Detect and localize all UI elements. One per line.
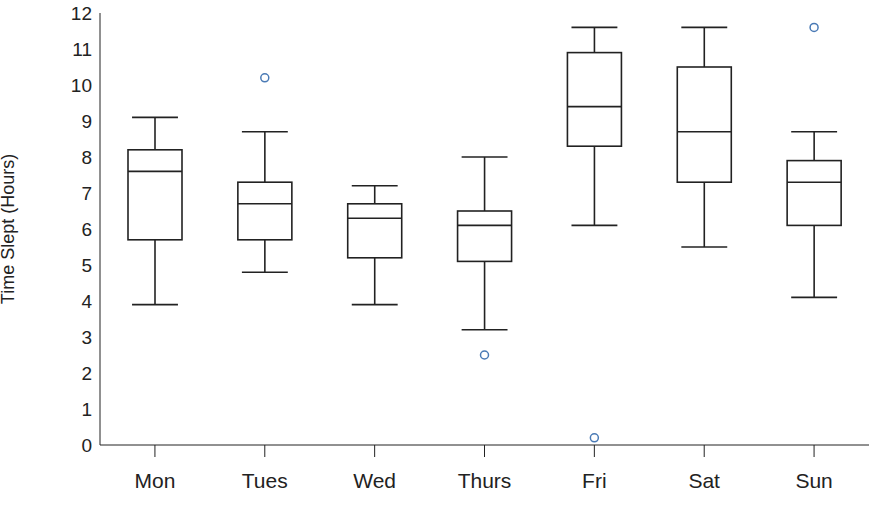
svg-text:9: 9	[81, 111, 92, 132]
svg-text:2: 2	[81, 363, 92, 384]
svg-text:10: 10	[71, 75, 92, 96]
svg-text:Time Slept (Hours): Time Slept (Hours)	[8, 154, 18, 304]
svg-text:11: 11	[72, 39, 92, 60]
svg-text:Sun: Sun	[795, 469, 832, 492]
svg-text:Tues: Tues	[242, 469, 288, 492]
svg-text:Sat: Sat	[688, 469, 720, 492]
svg-text:Mon: Mon	[134, 469, 175, 492]
svg-text:1: 1	[81, 399, 92, 420]
svg-text:Fri: Fri	[582, 469, 607, 492]
svg-text:0: 0	[81, 435, 92, 456]
svg-text:3: 3	[81, 327, 92, 348]
svg-text:7: 7	[81, 183, 92, 204]
svg-text:8: 8	[81, 147, 92, 168]
svg-text:5: 5	[81, 255, 92, 276]
svg-text:Wed: Wed	[353, 469, 396, 492]
svg-text:4: 4	[81, 291, 92, 312]
svg-text:12: 12	[71, 3, 92, 24]
svg-text:6: 6	[81, 219, 92, 240]
svg-text:Thurs: Thurs	[458, 469, 512, 492]
